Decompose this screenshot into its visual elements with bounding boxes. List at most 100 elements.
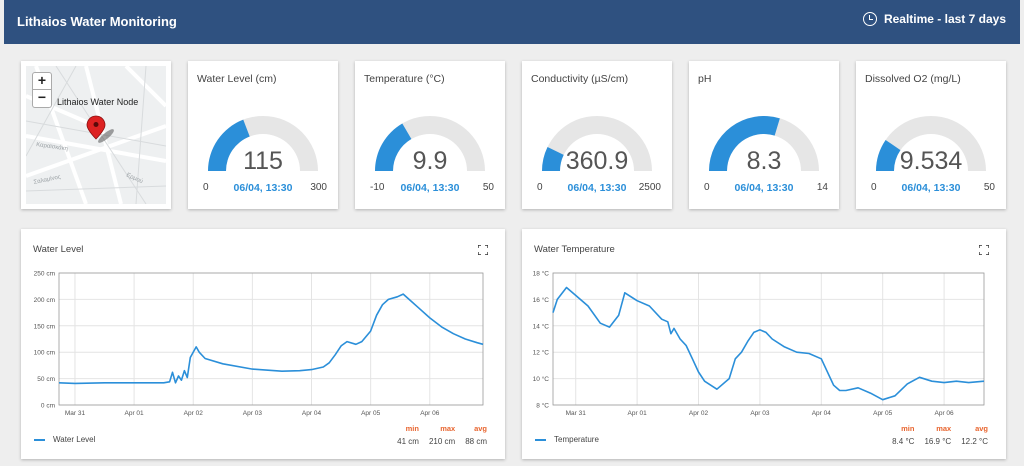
series-line xyxy=(58,293,484,385)
y-tick-label: 16 °C xyxy=(533,296,550,304)
y-tick-label: 50 cm xyxy=(37,376,55,383)
y-tick-label: 8 °C xyxy=(536,402,549,410)
stat-min: min 41 cm xyxy=(397,424,419,446)
app-title: Lithaios Water Monitoring xyxy=(17,14,177,29)
zoom-out-button[interactable]: − xyxy=(32,90,52,108)
x-tick-label: Mar 31 xyxy=(65,410,86,417)
y-tick-label: 18 °C xyxy=(533,270,550,278)
stat-min-label: min xyxy=(405,424,419,433)
gauge-value: 9.9 xyxy=(412,147,448,175)
gauge-dial xyxy=(375,116,485,171)
y-tick-label: 250 cm xyxy=(34,271,55,278)
clock-icon xyxy=(862,12,877,26)
gauge-min: 0 xyxy=(203,182,209,193)
water-temperature-chart[interactable]: 8 °C 10 °C 12 °C 14 °C 16 °C 18 °C Mar 31 Apr 0… xyxy=(522,229,1006,429)
gauge-fill xyxy=(542,146,564,171)
x-tick-label: Apr 05 xyxy=(361,410,381,417)
stat-avg: avg 88 cm xyxy=(465,424,487,446)
gauge-dial xyxy=(709,115,819,171)
gauge-value: 115 xyxy=(243,147,283,175)
gauge-card-conductivity: Conductivity (µS/cm) 360.9 0 06/04, 13:3… xyxy=(522,61,672,209)
chart-title: Water Temperature xyxy=(534,244,615,255)
gauge-dial xyxy=(542,116,652,171)
water-level-chart[interactable]: 0 cm 50 cm 100 cm 150 cm 200 cm 250 cm Mar 31 A… xyxy=(21,229,505,429)
gauge-value: 9.534 xyxy=(899,147,963,175)
y-tick-label: 100 cm xyxy=(34,350,55,357)
gauge-dial xyxy=(876,116,986,171)
gauge-timestamp: 06/04, 13:30 xyxy=(567,182,627,194)
gauge-title: Water Level (cm) xyxy=(197,73,277,85)
stat-min-value: 41 cm xyxy=(397,437,419,446)
chart-legend[interactable]: Water Level xyxy=(34,435,95,444)
gauge-max: 2500 xyxy=(638,182,661,193)
map-view[interactable]: Σαλαμίνος Καραϊσκάκη Ερμού + − Lithaios … xyxy=(26,66,166,204)
gauge-timestamp: 06/04, 13:30 xyxy=(233,182,293,194)
stat-max: max 16.9 °C xyxy=(924,424,951,446)
gauge-track xyxy=(542,116,652,171)
stat-max-label: max xyxy=(440,424,456,433)
gauge-fill xyxy=(876,139,901,171)
y-tick-label: 200 cm xyxy=(34,297,55,304)
gauge-card-temperature: Temperature (°C) 9.9 -10 06/04, 13:30 50 xyxy=(355,61,505,209)
x-tick-label: Apr 05 xyxy=(873,410,893,417)
gauge-title: pH xyxy=(698,73,712,85)
gauge-card-ph: pH 8.3 0 06/04, 13:30 14 xyxy=(689,61,839,209)
stat-avg-value: 88 cm xyxy=(465,437,487,446)
x-tick-label: Apr 06 xyxy=(420,410,440,417)
gauge-max: 300 xyxy=(310,182,327,193)
gauge-timestamp: 06/04, 13:30 xyxy=(400,182,460,194)
gauge-min: 0 xyxy=(871,182,877,193)
map-card: Σαλαμίνος Καραϊσκάκη Ερμού + − Lithaios … xyxy=(21,61,171,209)
gauge-value: 360.9 xyxy=(565,147,629,175)
y-tick-label: 14 °C xyxy=(533,322,550,330)
y-tick-label: 10 °C xyxy=(533,375,550,383)
x-tick-label: Apr 03 xyxy=(243,410,263,417)
gauge-track xyxy=(876,116,986,171)
stat-avg-value: 12.2 °C xyxy=(961,437,988,446)
svg-text:Σαλαμίνος: Σαλαμίνος xyxy=(33,174,61,186)
app-header: Lithaios Water Monitoring Realtime - las… xyxy=(4,0,1020,44)
stat-min-label: min xyxy=(901,424,915,433)
x-tick-label: Apr 02 xyxy=(184,410,204,417)
gauge-title: Temperature (°C) xyxy=(364,73,445,85)
x-tick-label: Apr 02 xyxy=(689,410,709,417)
gauge-card-water-level: Water Level (cm) 115 0 06/04, 13:30 300 xyxy=(188,61,338,209)
legend-label: Water Level xyxy=(53,435,96,444)
gauge-max: 14 xyxy=(816,182,828,193)
map-node-label: Lithaios Water Node xyxy=(57,97,139,107)
x-tick-label: Apr 01 xyxy=(125,410,145,417)
plot-frame xyxy=(552,272,985,406)
x-tick-label: Apr 06 xyxy=(935,410,955,417)
map-marker-icon[interactable] xyxy=(26,66,166,204)
gauge-min: 0 xyxy=(537,182,543,193)
stat-max: max 210 cm xyxy=(429,424,455,446)
y-tick-label: 0 cm xyxy=(41,403,55,410)
gauge-max: 50 xyxy=(482,182,494,193)
chart-stats: min 41 cm max 210 cm avg 88 cm xyxy=(397,424,487,446)
gauge-card-dissolved-o2: Dissolved O2 (mg/L) 9.534 0 06/04, 13:30… xyxy=(856,61,1006,209)
water-temperature-chart-card: Water Temperature 8 °C 10 °C 12 °C 14 °C 16 … xyxy=(522,229,1006,459)
legend-label: Temperature xyxy=(554,435,599,444)
stat-avg-label: avg xyxy=(474,424,487,433)
x-tick-label: Apr 01 xyxy=(628,410,648,417)
plot-frame xyxy=(58,272,484,406)
water-level-chart-card: Water Level 0 cm 50 cm 100 cm 150 cm 200 cm 2… xyxy=(21,229,505,459)
gauge-value: 8.3 xyxy=(746,147,782,175)
stat-max-value: 210 cm xyxy=(428,437,456,446)
chart-legend[interactable]: Temperature xyxy=(535,435,599,444)
x-tick-label: Apr 03 xyxy=(750,410,770,417)
gauge-timestamp: 06/04, 13:30 xyxy=(734,182,794,194)
time-range-selector[interactable]: Realtime - last 7 days xyxy=(862,12,1006,26)
series-line xyxy=(552,286,985,401)
gauge-title: Dissolved O2 (mg/L) xyxy=(865,73,961,85)
y-tick-label: 150 cm xyxy=(34,323,55,330)
x-tick-label: Mar 31 xyxy=(566,410,587,417)
legend-swatch xyxy=(535,438,546,441)
time-range-label: Realtime - last 7 days xyxy=(883,12,1006,26)
y-tick-label: 12 °C xyxy=(533,349,550,357)
gauge-dial xyxy=(208,116,318,171)
zoom-in-button[interactable]: + xyxy=(32,72,52,90)
legend-swatch xyxy=(34,438,45,441)
stat-min-value: 8.4 °C xyxy=(892,437,915,446)
stat-avg-label: avg xyxy=(975,424,988,433)
